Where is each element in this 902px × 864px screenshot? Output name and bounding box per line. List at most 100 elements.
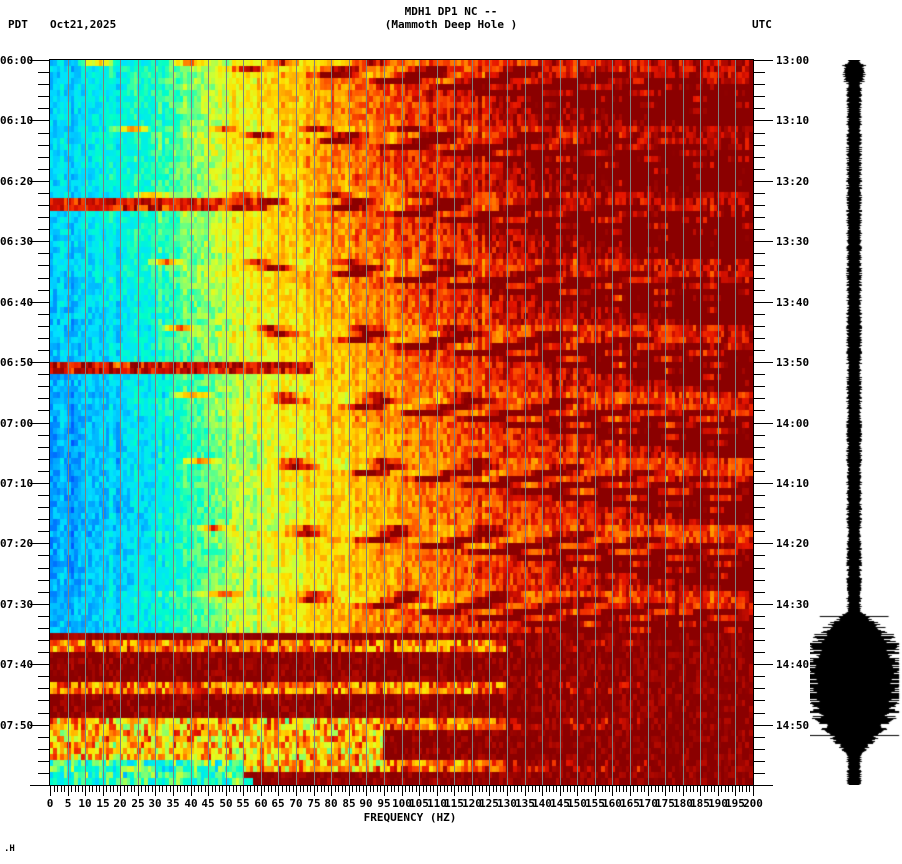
chart-title-line1: MDH1 DP1 NC --	[404, 5, 498, 18]
x-tick-minor	[637, 786, 638, 792]
x-axis-label: 90	[359, 797, 373, 810]
x-tick-minor	[493, 786, 494, 792]
x-tick-minor	[359, 786, 360, 792]
y-tick-minor-right	[754, 555, 765, 556]
y-axis-label-right: 13:50	[776, 356, 810, 369]
y-tick-major-right	[754, 60, 773, 61]
x-tick-minor	[268, 786, 269, 792]
x-tick-minor	[605, 786, 606, 792]
y-tick-minor-right	[754, 278, 765, 279]
y-tick-minor-right	[754, 253, 765, 254]
x-tick-major	[489, 786, 490, 796]
y-tick-minor-left	[38, 72, 49, 73]
x-tick-minor	[307, 786, 308, 792]
x-axis-label: 110	[427, 797, 447, 810]
x-tick-minor	[61, 786, 62, 792]
x-tick-minor	[539, 786, 540, 792]
y-tick-minor-left	[38, 410, 49, 411]
y-tick-minor-right	[754, 713, 765, 714]
x-tick-minor	[482, 786, 483, 792]
x-tick-minor	[697, 786, 698, 792]
y-tick-minor-left	[38, 616, 49, 617]
y-tick-minor-right	[754, 507, 765, 508]
x-axis-label: 105	[409, 797, 429, 810]
y-tick-minor-left	[38, 374, 49, 375]
x-axis-label: 15	[96, 797, 110, 810]
x-axis-label: 60	[254, 797, 268, 810]
y-tick-minor-left	[38, 555, 49, 556]
timezone-label-left: PDT	[8, 18, 28, 31]
x-tick-minor	[616, 786, 617, 792]
x-tick-minor	[131, 786, 132, 792]
x-tick-minor	[728, 786, 729, 792]
x-tick-minor	[219, 786, 220, 792]
x-tick-minor	[662, 786, 663, 792]
x-tick-minor	[619, 786, 620, 792]
x-tick-minor	[486, 786, 487, 792]
y-axis-label-left: 07:10	[0, 477, 34, 490]
y-tick-minor-right	[754, 217, 765, 218]
x-tick-minor	[549, 786, 550, 792]
y-tick-minor-left	[38, 338, 49, 339]
x-axis-label: 20	[113, 797, 127, 810]
x-tick-major	[191, 786, 192, 796]
y-tick-minor-right	[754, 338, 765, 339]
spectrogram-plot[interactable]	[50, 60, 753, 785]
y-tick-major-right	[754, 604, 773, 605]
y-tick-minor-left	[38, 386, 49, 387]
y-axis-label-right: 14:20	[776, 537, 810, 550]
x-tick-minor	[170, 786, 171, 792]
x-tick-minor	[503, 786, 504, 792]
x-tick-minor	[732, 786, 733, 792]
x-tick-major	[612, 786, 613, 796]
gridlines	[68, 60, 736, 785]
x-tick-major	[560, 786, 561, 796]
x-tick-minor	[391, 786, 392, 792]
x-tick-major	[261, 786, 262, 796]
x-tick-minor	[338, 786, 339, 792]
y-axis-label-right: 14:30	[776, 598, 810, 611]
y-tick-minor-right	[754, 72, 765, 73]
x-tick-minor	[528, 786, 529, 792]
x-tick-major	[278, 786, 279, 796]
x-tick-minor	[71, 786, 72, 792]
x-tick-minor	[475, 786, 476, 792]
y-axis-label-right: 14:40	[776, 658, 810, 671]
timezone-label-right: UTC	[752, 18, 772, 31]
x-tick-minor	[233, 786, 234, 792]
x-axis-label: 45	[201, 797, 215, 810]
x-tick-minor	[113, 786, 114, 792]
x-tick-minor	[626, 786, 627, 792]
y-axis-label-left: 06:20	[0, 175, 34, 188]
y-tick-minor-right	[754, 410, 765, 411]
x-axis-label: 155	[585, 797, 605, 810]
x-tick-minor	[352, 786, 353, 792]
x-tick-minor	[78, 786, 79, 792]
x-tick-minor	[394, 786, 395, 792]
x-tick-minor	[205, 786, 206, 792]
y-tick-minor-left	[38, 133, 49, 134]
x-tick-minor	[271, 786, 272, 792]
x-tick-minor	[134, 786, 135, 792]
y-tick-minor-right	[754, 96, 765, 97]
y-tick-minor-right	[754, 737, 765, 738]
y-axis-label-left: 07:40	[0, 658, 34, 671]
y-tick-minor-left	[38, 737, 49, 738]
x-tick-minor	[177, 786, 178, 792]
x-tick-major	[437, 786, 438, 796]
x-tick-minor	[106, 786, 107, 792]
y-tick-minor-right	[754, 761, 765, 762]
x-axis-label: 165	[620, 797, 640, 810]
x-tick-minor	[690, 786, 691, 792]
y-axis-label-left: 07:00	[0, 417, 34, 430]
x-axis-label: 195	[725, 797, 745, 810]
x-tick-minor	[721, 786, 722, 792]
x-axis-label: 170	[638, 797, 658, 810]
x-tick-minor	[373, 786, 374, 792]
x-tick-minor	[215, 786, 216, 792]
y-tick-minor-left	[38, 447, 49, 448]
x-tick-minor	[672, 786, 673, 792]
y-tick-minor-left	[38, 495, 49, 496]
x-tick-minor	[317, 786, 318, 792]
x-tick-minor	[451, 786, 452, 792]
